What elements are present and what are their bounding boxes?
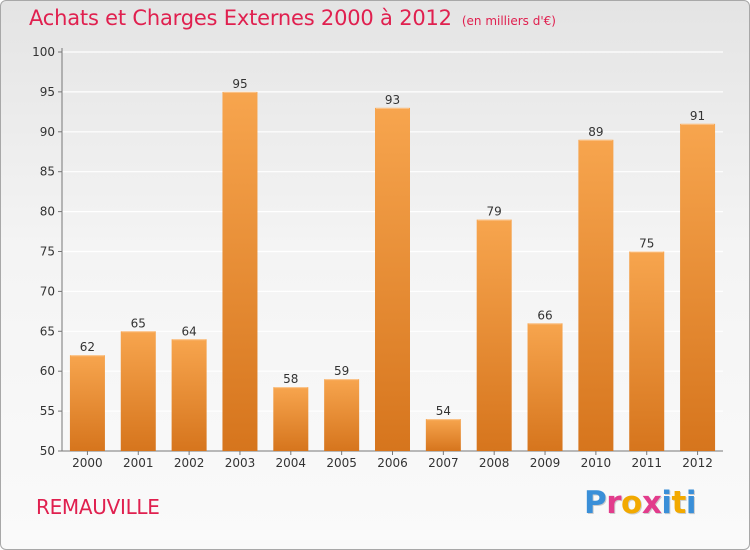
- x-tick-label: 2002: [174, 456, 205, 470]
- data-label: 75: [639, 237, 654, 251]
- data-label: 59: [334, 364, 349, 378]
- x-tick-label: 2000: [72, 456, 103, 470]
- commune-name: REMAUVILLE: [36, 495, 160, 519]
- y-tick-label: 100: [32, 45, 55, 59]
- data-label: 58: [283, 372, 298, 386]
- data-label: 54: [436, 404, 451, 418]
- bar: [171, 339, 207, 451]
- data-label: 66: [537, 308, 552, 322]
- bar: [375, 107, 410, 452]
- bar: [120, 331, 156, 451]
- bar: [578, 139, 614, 451]
- brand-letter: t: [671, 485, 686, 521]
- brand-letter: i: [661, 485, 672, 521]
- data-label: 65: [131, 316, 146, 330]
- y-tick-label: 50: [40, 444, 55, 458]
- bar: [425, 419, 461, 451]
- bar: [273, 387, 309, 451]
- bars: [69, 91, 716, 452]
- data-label: 79: [487, 205, 502, 219]
- bar: [476, 219, 512, 451]
- chart-title: Achats et Charges Externes 2000 à 2012 (e…: [29, 6, 556, 30]
- x-tick-label: 2001: [123, 456, 154, 470]
- x-tick-label: 2004: [276, 456, 307, 470]
- data-label: 93: [385, 93, 400, 107]
- bar: [69, 355, 105, 451]
- y-tick-label: 95: [40, 85, 55, 99]
- x-tick-label: 2007: [428, 456, 459, 470]
- y-tick-label: 65: [40, 324, 55, 338]
- data-labels: 62 65 64 95 58 59 93 54 79 66 89 75 91: [80, 77, 705, 418]
- brand-letter: o: [621, 485, 642, 521]
- x-tick-label: 2005: [326, 456, 357, 470]
- data-label: 91: [690, 109, 705, 123]
- bar: [629, 251, 665, 451]
- brand-letter: i: [685, 485, 697, 521]
- bar: [222, 91, 258, 452]
- bar: [680, 123, 716, 451]
- y-tick-label: 75: [40, 245, 55, 259]
- bar: [527, 323, 563, 451]
- brand-logo: Proxiti: [584, 485, 696, 521]
- brand-letter: r: [606, 485, 622, 521]
- x-tick-label: 2003: [225, 456, 256, 470]
- y-tick-label: 55: [40, 404, 55, 418]
- y-tick-label: 85: [40, 165, 55, 179]
- tick-labels: 50 55 60 65 70 75 80 85 90 95 100 2000 2001 2002 2003 2…: [32, 45, 713, 470]
- y-tick-label: 70: [40, 284, 55, 298]
- bar: [324, 379, 360, 451]
- x-tick-label: 2012: [682, 456, 713, 470]
- chart-subtitle: (en milliers d'€): [461, 14, 556, 28]
- data-label: 95: [232, 77, 247, 91]
- x-tick-label: 2009: [530, 456, 561, 470]
- brand-letter: P: [584, 485, 607, 521]
- data-label: 64: [181, 324, 196, 338]
- y-tick-label: 60: [40, 364, 55, 378]
- x-tick-label: 2010: [581, 456, 612, 470]
- brand-letter: x: [641, 485, 662, 521]
- chart-title-text: Achats et Charges Externes 2000 à 2012: [29, 6, 452, 30]
- x-tick-label: 2008: [479, 456, 510, 470]
- data-label: 89: [588, 125, 603, 139]
- data-label: 62: [80, 340, 95, 354]
- y-tick-label: 80: [40, 205, 55, 219]
- x-tick-label: 2006: [377, 456, 408, 470]
- x-tick-label: 2011: [631, 456, 662, 470]
- y-tick-label: 90: [40, 125, 55, 139]
